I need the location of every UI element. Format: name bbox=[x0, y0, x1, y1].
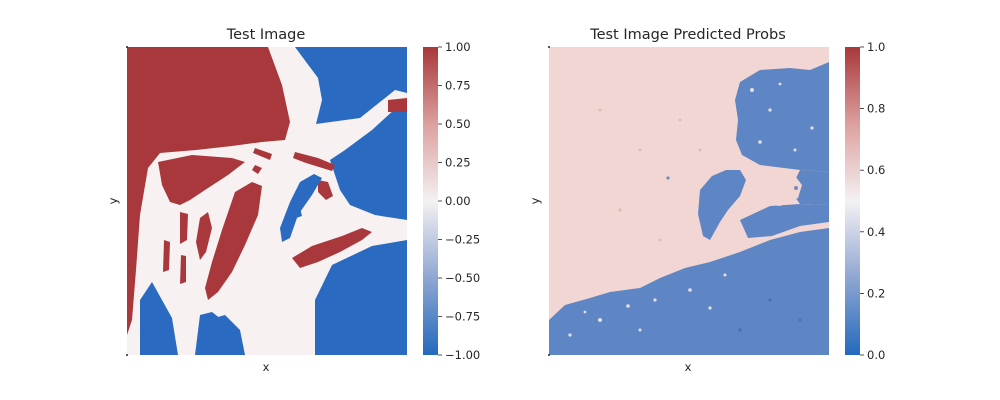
colorbar-tick-label: 0.0 bbox=[867, 348, 885, 362]
colorbar-tick-label: −0.75 bbox=[445, 310, 480, 324]
chart-title-right: Test Image Predicted Probs bbox=[589, 27, 786, 43]
colorbar-tick-label: 1.0 bbox=[867, 40, 885, 54]
colorbar-tick-label: −1.00 bbox=[445, 348, 480, 362]
colorbar-right bbox=[845, 47, 860, 355]
heatmap-test-image bbox=[126, 46, 407, 356]
colorbar-ticks-right: 1.0 0.8 0.6 0.4 0.2 0.0 bbox=[860, 40, 885, 362]
colorbar-tick-label: 0.4 bbox=[867, 225, 885, 239]
colorbar-tick-label: 0.25 bbox=[445, 156, 471, 170]
colorbar-tick-label: 0.6 bbox=[867, 163, 885, 177]
colorbar-tick-label: −0.25 bbox=[445, 233, 480, 247]
colorbar-tick-label: 0.50 bbox=[445, 117, 471, 131]
heatmap-predicted-probs bbox=[548, 46, 829, 356]
y-axis-label-right: y bbox=[528, 197, 542, 204]
colorbar-tick-label: 0.2 bbox=[867, 286, 885, 300]
chart-title-left: Test Image bbox=[226, 27, 306, 43]
colorbar-tick-label: 0.75 bbox=[445, 79, 471, 93]
colorbar-left bbox=[423, 47, 438, 355]
colorbar-tick-label: 1.00 bbox=[445, 40, 471, 54]
y-axis-label-left: y bbox=[106, 197, 120, 204]
colorbar-tick-label: 0.00 bbox=[445, 194, 471, 208]
x-axis-label-right: x bbox=[685, 360, 692, 374]
colorbar-ticks-left: 1.00 0.75 0.50 0.25 0.00 −0.25 −0.50 −0.75 −1.00 bbox=[438, 40, 480, 362]
colorbar-tick-label: −0.50 bbox=[445, 271, 480, 285]
colorbar-tick-label: 0.8 bbox=[867, 102, 885, 116]
x-axis-label-left: x bbox=[263, 360, 270, 374]
